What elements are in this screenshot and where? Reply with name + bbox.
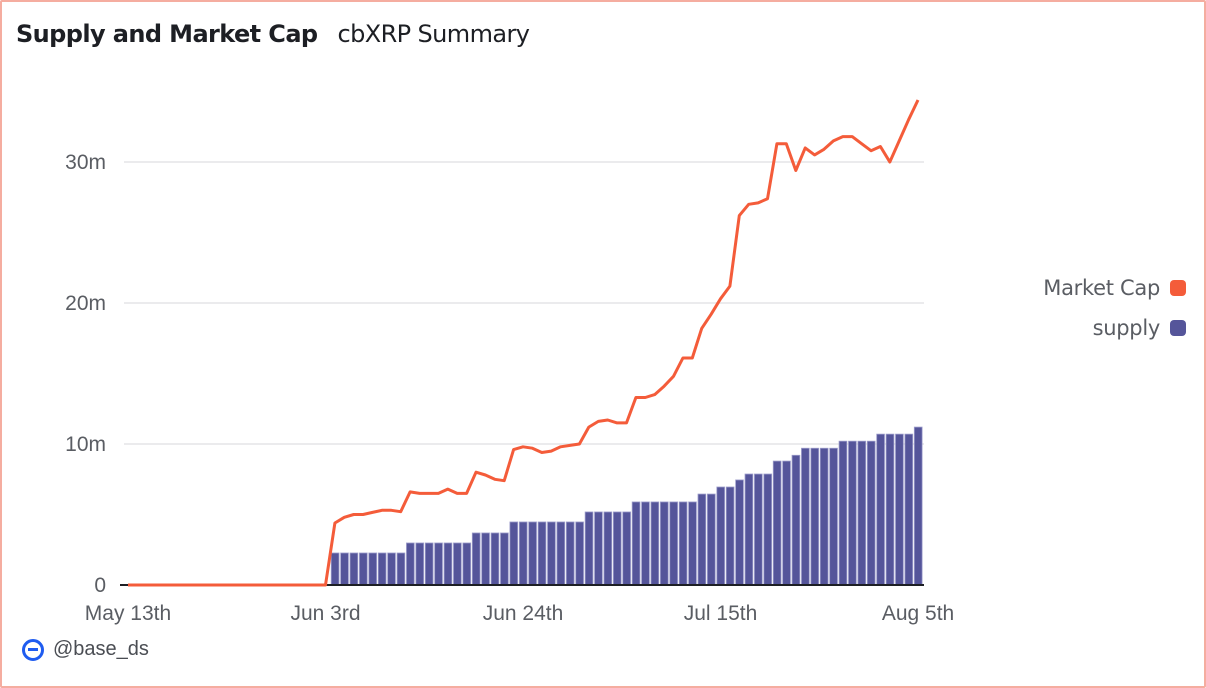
supply-bar[interactable] [594,511,603,586]
supply-bar[interactable] [340,552,349,586]
supply-bar[interactable] [735,479,744,586]
supply-bar[interactable] [490,532,500,586]
chart-header: Supply and Market Cap cbXRP Summary [16,20,530,48]
supply-bar[interactable] [396,552,406,586]
supply-bar[interactable] [349,552,359,586]
footer-attribution: @base_ds [22,638,149,661]
supply-bars [330,426,923,586]
supply-bar[interactable] [641,501,650,586]
supply-bar[interactable] [650,501,660,586]
supply-bar[interactable] [697,493,707,586]
supply-bar[interactable] [801,447,810,586]
supply-bar[interactable] [829,447,838,586]
supply-bar[interactable] [782,460,791,586]
supply-bar[interactable] [669,501,678,586]
supply-bar[interactable] [763,473,773,586]
legend-item-supply[interactable]: supply [1043,308,1186,348]
supply-bar[interactable] [791,454,801,586]
y-tick-label: 0 [94,574,106,597]
x-tick-label: Jul 15th [684,602,758,625]
supply-bar[interactable] [612,511,622,586]
market-cap-line[interactable] [128,99,920,587]
y-tick-label: 10m [65,433,106,456]
supply-bar[interactable] [716,486,726,586]
legend: Market Cap supply [1043,268,1186,348]
supply-bar[interactable] [754,473,763,586]
supply-bar[interactable] [659,501,669,586]
supply-bar[interactable] [688,501,697,586]
supply-bar[interactable] [819,447,829,586]
supply-bar[interactable] [471,532,481,586]
supply-bar[interactable] [876,433,885,586]
supply-bar[interactable] [547,521,556,586]
x-tick-label: Aug 5th [882,602,954,625]
legend-label-market-cap: Market Cap [1043,276,1160,300]
supply-bar[interactable] [434,542,443,586]
supply-bar[interactable] [415,542,425,586]
supply-bar[interactable] [810,447,820,586]
supply-bar[interactable] [848,440,857,586]
supply-bar[interactable] [528,521,537,586]
supply-bar[interactable] [537,521,547,586]
y-tick-label: 30m [65,151,106,174]
supply-bar[interactable] [678,501,688,586]
chart-title: Supply and Market Cap [16,20,318,48]
supply-bar[interactable] [377,552,387,586]
y-tick-label: 20m [65,292,106,315]
supply-bar[interactable] [744,473,754,586]
supply-bar[interactable] [424,542,434,586]
base-logo-icon [22,638,44,661]
supply-bar[interactable] [575,521,584,586]
x-tick-label: Jun 3rd [290,602,360,625]
supply-bar[interactable] [359,552,368,586]
author-handle[interactable]: @base_ds [53,638,149,660]
gridlines [120,161,924,586]
x-tick-label: Jun 24th [483,602,564,625]
supply-bar[interactable] [387,552,396,586]
supply-bar[interactable] [565,521,575,586]
x-axis-labels: May 13th Jun 3rd Jun 24th Jul 15th Aug 5th [85,602,954,625]
chart-subtitle: cbXRP Summary [337,20,530,48]
supply-bar[interactable] [603,511,613,586]
legend-item-market-cap[interactable]: Market Cap [1043,268,1186,308]
supply-bar[interactable] [707,493,716,586]
supply-bar[interactable] [885,433,895,586]
supply-bar[interactable] [913,426,923,586]
supply-bar[interactable] [481,532,490,586]
supply-bar[interactable] [462,542,472,586]
x-tick-label: May 13th [85,602,171,625]
supply-bar[interactable] [368,552,378,586]
supply-bar[interactable] [622,511,631,586]
market-cap-line-group [127,99,920,587]
supply-bar[interactable] [443,542,453,586]
legend-swatch-supply [1170,320,1186,336]
supply-bar[interactable] [330,552,340,586]
supply-bar[interactable] [725,486,735,586]
supply-bar[interactable] [509,521,519,586]
supply-bar[interactable] [518,521,528,586]
supply-bar[interactable] [866,440,876,586]
legend-swatch-market-cap [1170,280,1186,296]
supply-bar[interactable] [772,460,782,586]
supply-bar[interactable] [584,511,594,586]
supply-bar[interactable] [453,542,462,586]
y-axis-labels: 0 10m 20m 30m [65,151,106,597]
supply-bar[interactable] [406,542,415,586]
supply-bar[interactable] [895,433,904,586]
supply-bar[interactable] [857,440,867,586]
legend-label-supply: supply [1092,316,1161,340]
supply-bar[interactable] [500,532,509,586]
supply-bar[interactable] [631,501,641,586]
supply-bar[interactable] [838,440,848,586]
supply-bar[interactable] [556,521,566,586]
supply-bar[interactable] [904,433,914,586]
